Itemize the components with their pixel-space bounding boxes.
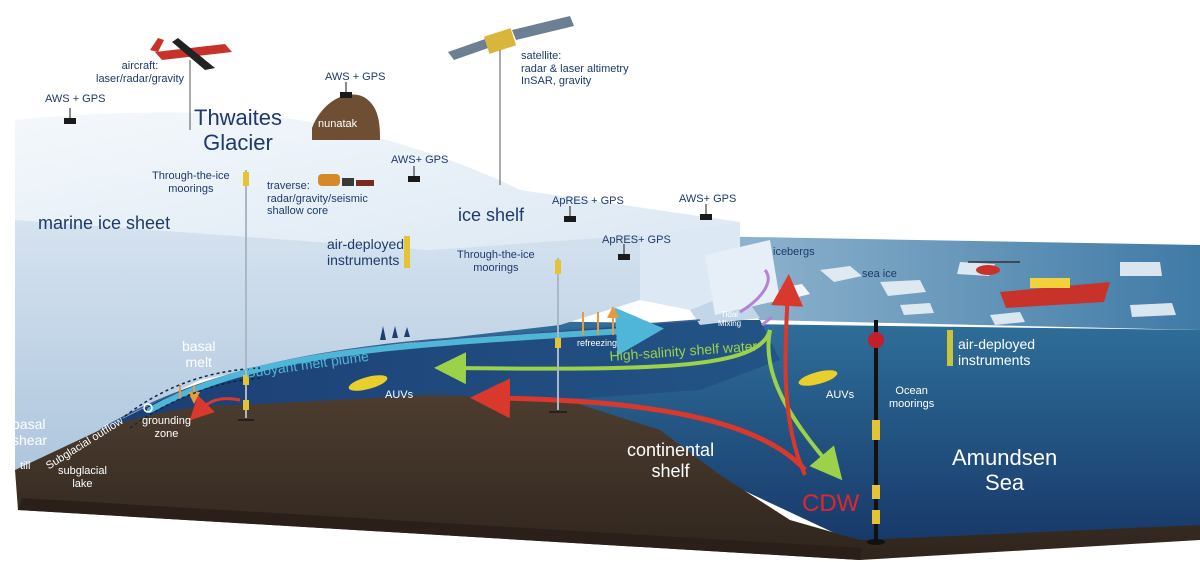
label-amundsen-sea: Amundsen Sea	[952, 445, 1058, 496]
ice-sheet-face	[15, 220, 640, 470]
label-ice-shelf: ice shelf	[458, 205, 525, 225]
cdw-arrow-ground	[189, 395, 241, 421]
label-aws-gps-right: AWS+ GPS	[679, 193, 737, 205]
cdw-arrow-in	[470, 378, 807, 472]
label-till: till	[20, 460, 31, 472]
label-thwaites-glacier: Thwaites Glacier	[194, 105, 283, 156]
label-icebergs: icebergs	[773, 246, 815, 258]
mooring-icon	[549, 258, 567, 413]
nunatak-icon	[312, 94, 380, 140]
melt-plume-arrow	[147, 307, 664, 413]
label-basal-shear: basal shear	[12, 416, 48, 449]
label-apres-gps-2: ApRES+ GPS	[602, 234, 671, 246]
air-deployed-probe	[947, 330, 953, 366]
label-auvs-right: AUVs	[826, 389, 855, 401]
auv-icon	[798, 370, 838, 386]
cdw-arrow-up	[771, 274, 807, 476]
label-air-deployed-left: air-deployed instruments	[327, 236, 405, 269]
label-cdw: CDW	[802, 490, 860, 517]
label-aircraft: aircraft: laser/radar/gravity	[96, 60, 185, 85]
label-through-ice-moorings-mid: Through-the-ice moorings	[457, 249, 535, 274]
label-traverse: traverse: radar/gravity/seismic shallow …	[267, 180, 368, 218]
bed-front-edge	[18, 498, 862, 560]
label-satellite: satellite: radar & laser altimetry InSAR…	[521, 50, 629, 88]
label-ocean-moorings: Ocean moorings	[889, 385, 935, 410]
ship-icon	[1000, 278, 1110, 308]
label-nunatak: nunatak	[318, 118, 358, 130]
ice-sheet-top	[15, 112, 740, 250]
label-air-deployed-right: air-deployed instruments	[958, 336, 1036, 369]
label-apres-gps-1: ApRES + GPS	[552, 195, 624, 207]
air-deployed-probe	[404, 236, 410, 268]
label-grounding-zone: grounding zone	[142, 415, 191, 440]
mooring-icon	[867, 320, 885, 545]
traverse-vehicle-icon	[318, 174, 374, 186]
helicopter-icon	[968, 261, 1020, 275]
label-auvs-left: AUVs	[385, 389, 414, 401]
label-basal-melt: basal melt	[182, 338, 216, 371]
label-aws-gps-mid: AWS+ GPS	[391, 154, 449, 166]
label-aws-gps-nunatak: AWS + GPS	[325, 71, 386, 83]
label-aws-gps-left: AWS + GPS	[45, 93, 106, 105]
mooring-icon	[238, 170, 254, 421]
label-continental-shelf: continental shelf	[627, 440, 715, 481]
shelf-water-arrow	[434, 329, 772, 385]
weather-station-icon	[64, 82, 712, 260]
grounding-zone-marker	[143, 403, 153, 413]
satellite-icon	[448, 16, 574, 185]
sea-ice-floes	[820, 262, 1176, 325]
label-tidal-mixing: Tidal Mixing	[718, 310, 742, 329]
aircraft-icon	[150, 38, 232, 130]
label-subglacial-lake: subglacial lake	[58, 465, 107, 490]
label-through-ice-moorings-left: Through-the-ice moorings	[152, 170, 230, 195]
label-refreezing: refreezing	[577, 338, 618, 348]
label-marine-ice-sheet: marine ice sheet	[38, 213, 171, 233]
label-sea-ice: sea ice	[862, 268, 897, 280]
auv-icon	[348, 375, 388, 391]
